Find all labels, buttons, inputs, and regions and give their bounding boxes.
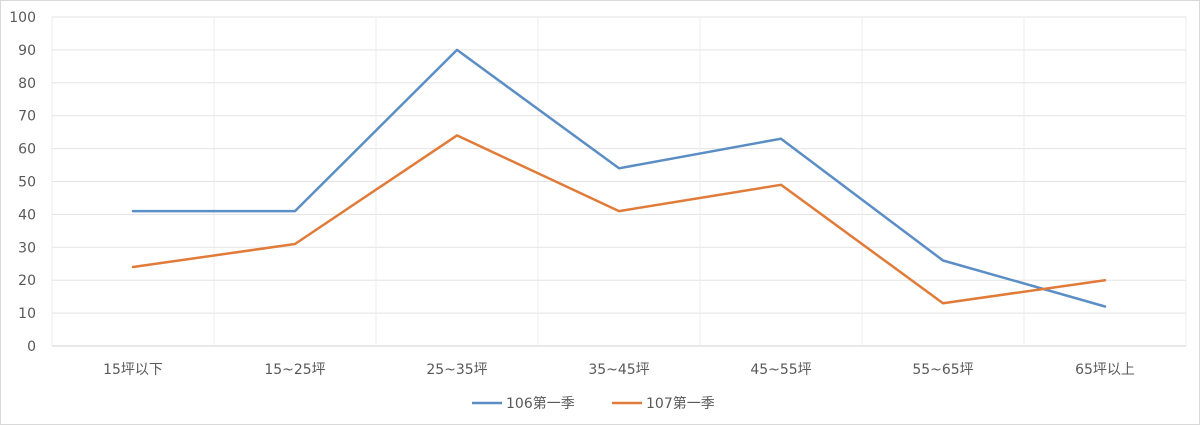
y-tick-label: 90 [18, 43, 36, 59]
x-tick-label: 15~25坪 [264, 362, 325, 378]
y-tick-label: 60 [18, 142, 36, 158]
x-tick-label: 45~55坪 [750, 362, 811, 378]
y-tick-label: 30 [18, 240, 36, 256]
series-line-1 [131, 48, 1107, 308]
x-axis-ticks: 15坪以下 15~25坪 25~35坪 35~45坪 45~55坪 55~65坪 65坪以上 [103, 362, 1135, 378]
legend-label-1: 106第一季 [506, 395, 575, 412]
y-tick-label: 40 [18, 207, 36, 223]
y-tick-label: 70 [18, 109, 36, 125]
y-tick-label: 0 [27, 339, 36, 355]
x-tick-label: 55~65坪 [912, 362, 973, 378]
y-tick-label: 50 [18, 175, 36, 191]
legend: 106第一季 107第一季 [472, 395, 715, 412]
x-tick-label: 35~45坪 [588, 362, 649, 378]
grid [51, 16, 1187, 347]
y-tick-label: 80 [18, 76, 36, 92]
series-line-2 [131, 134, 1107, 305]
legend-label-2: 107第一季 [646, 395, 715, 412]
x-tick-label: 25~35坪 [426, 362, 487, 378]
y-tick-label: 20 [18, 273, 36, 289]
series-lines [131, 48, 1107, 308]
y-tick-label: 10 [18, 306, 36, 322]
y-tick-label: 100 [9, 10, 36, 26]
y-axis-ticks: 0 10 20 30 40 50 60 70 80 90 100 [9, 10, 36, 355]
x-tick-label: 15坪以下 [103, 362, 163, 378]
x-tick-label: 65坪以上 [1075, 362, 1135, 378]
